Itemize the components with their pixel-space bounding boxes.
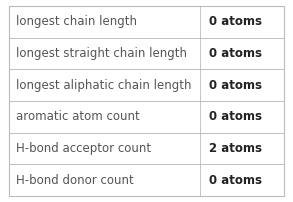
Bar (9, 6, 284, 38)
Text: longest aliphatic chain length: longest aliphatic chain length (16, 79, 192, 92)
Text: 0 atoms: 0 atoms (209, 110, 262, 123)
Text: longest chain length: longest chain length (16, 15, 137, 28)
Bar (9, 69, 284, 101)
Text: 0 atoms: 0 atoms (209, 47, 262, 60)
Text: H-bond donor count: H-bond donor count (16, 174, 134, 187)
Bar (9, 164, 284, 196)
Text: 0 atoms: 0 atoms (209, 174, 262, 187)
Bar (9, 38, 284, 69)
Text: aromatic atom count: aromatic atom count (16, 110, 140, 123)
Text: 2 atoms: 2 atoms (209, 142, 262, 155)
Bar (9, 133, 284, 164)
Text: 0 atoms: 0 atoms (209, 79, 262, 92)
Text: H-bond acceptor count: H-bond acceptor count (16, 142, 151, 155)
Text: longest straight chain length: longest straight chain length (16, 47, 187, 60)
Bar (9, 101, 284, 133)
Text: 0 atoms: 0 atoms (209, 15, 262, 28)
